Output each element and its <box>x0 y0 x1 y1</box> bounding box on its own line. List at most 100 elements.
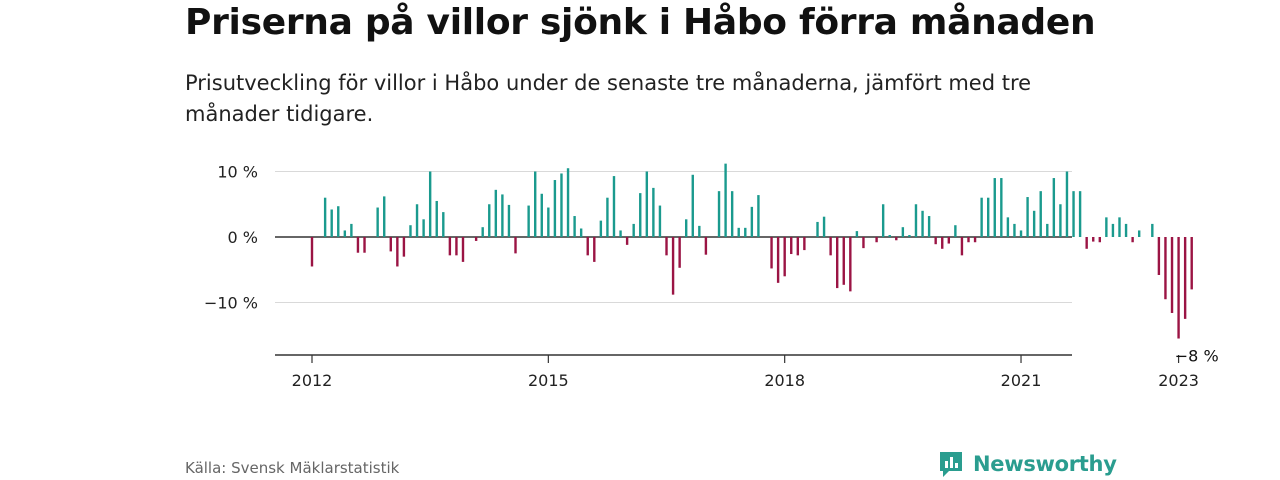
bar <box>724 163 727 237</box>
bar <box>1157 237 1161 275</box>
bar <box>330 209 333 237</box>
bar <box>1078 191 1082 237</box>
bar <box>671 237 675 295</box>
bar <box>927 216 931 237</box>
y-tick-label: 0 % <box>228 228 258 247</box>
x-tick-label: 2021 <box>1001 371 1042 390</box>
bar <box>914 204 918 237</box>
bar <box>698 225 701 237</box>
bar <box>987 197 990 237</box>
bars <box>310 163 1193 339</box>
bar <box>1111 223 1115 237</box>
bar <box>383 196 386 237</box>
bar <box>540 193 543 237</box>
bar <box>1190 237 1193 290</box>
bar <box>1118 217 1121 237</box>
bar <box>829 237 832 256</box>
bar <box>501 194 504 237</box>
bar <box>376 207 379 237</box>
bar <box>1039 191 1042 237</box>
bar <box>836 237 839 289</box>
bar <box>619 230 622 237</box>
bar <box>1124 223 1128 237</box>
bar <box>757 195 760 237</box>
bar <box>586 237 589 256</box>
bar <box>350 223 353 237</box>
bar <box>980 197 983 237</box>
bar <box>625 237 629 245</box>
bar <box>1177 237 1180 339</box>
bar <box>1013 223 1016 237</box>
x-tick-label: 2012 <box>292 371 333 390</box>
bar <box>343 230 347 237</box>
bar <box>881 204 885 237</box>
bar <box>895 237 898 241</box>
bar <box>402 237 406 257</box>
bar <box>514 237 517 254</box>
bar <box>704 237 708 255</box>
bar <box>993 178 996 237</box>
x-tick-label: 2018 <box>764 371 805 390</box>
bar <box>389 237 392 252</box>
bar <box>875 237 878 243</box>
bar <box>796 237 800 256</box>
bar <box>1151 223 1154 237</box>
brand-logo[interactable]: Newsworthy <box>938 450 1117 478</box>
bar <box>494 189 498 237</box>
bar <box>534 171 537 237</box>
bar <box>685 219 688 237</box>
bar <box>901 227 905 237</box>
bar <box>908 235 911 237</box>
bar <box>442 212 445 237</box>
bar <box>1098 237 1101 243</box>
bar <box>573 216 576 237</box>
bar <box>1170 237 1174 313</box>
bar <box>888 235 891 237</box>
bar <box>1032 210 1036 237</box>
bar <box>921 210 924 237</box>
bar-chart-bubble-icon <box>940 452 962 477</box>
bar <box>1072 191 1075 237</box>
brand-name: Newsworthy <box>973 452 1117 476</box>
bar <box>737 227 740 237</box>
bar <box>560 173 563 237</box>
bar <box>481 227 484 237</box>
chart-subtitle: Prisutveckling för villor i Håbo under d… <box>185 71 1032 126</box>
bar <box>435 200 438 237</box>
bar <box>488 204 491 237</box>
bar <box>1059 204 1062 237</box>
bar <box>1019 230 1023 237</box>
bar <box>547 207 550 237</box>
bar <box>1052 178 1056 237</box>
bar <box>599 220 603 238</box>
bar <box>1164 237 1167 300</box>
bar <box>691 174 694 238</box>
bar <box>632 223 635 237</box>
bar <box>363 237 366 253</box>
source-note: Källa: Svensk Mäklarstatistik <box>185 459 400 477</box>
bar <box>606 197 609 237</box>
bar <box>396 237 399 267</box>
bar <box>612 176 616 237</box>
bar <box>1046 223 1049 237</box>
bar <box>415 204 419 237</box>
bar <box>310 237 314 267</box>
bar <box>803 237 806 251</box>
y-tick-label: −10 % <box>204 294 258 313</box>
bar <box>337 206 340 238</box>
bar <box>409 225 412 237</box>
bar <box>1131 237 1134 243</box>
bar <box>842 237 845 285</box>
bar <box>448 237 452 256</box>
bar <box>941 237 944 249</box>
bar <box>849 237 852 292</box>
bar <box>750 206 754 237</box>
bar <box>658 205 662 237</box>
bar <box>461 237 465 262</box>
bar <box>1026 197 1029 237</box>
bar <box>356 237 360 253</box>
bar <box>678 237 681 268</box>
bar <box>1065 171 1069 237</box>
bar <box>717 191 721 237</box>
y-axis-tick-labels: 10 % 0 % −10 % <box>204 163 258 313</box>
